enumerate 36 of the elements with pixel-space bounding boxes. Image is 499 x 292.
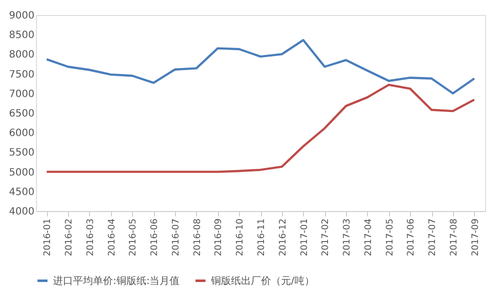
y-tick-label: 7000 bbox=[9, 88, 34, 100]
x-tick-label: 2017-05 bbox=[385, 218, 396, 256]
line-series bbox=[46, 84, 476, 173]
y-tick-label: 4500 bbox=[9, 186, 34, 198]
x-tick-label: 2016-10 bbox=[236, 218, 246, 256]
y-tick-label: 5000 bbox=[9, 167, 34, 178]
x-tick-label: 2016-11 bbox=[257, 218, 267, 256]
y-tick-label: 8500 bbox=[9, 30, 34, 42]
x-tick-label: 2016-12 bbox=[278, 218, 288, 256]
y-tick-label: 6500 bbox=[9, 108, 34, 120]
y-tick-label: 4000 bbox=[9, 206, 34, 218]
y-tick-label: 7500 bbox=[9, 69, 34, 80]
x-tick-label: 2017-09 bbox=[470, 218, 481, 256]
x-tick-label: 2016-02 bbox=[64, 218, 75, 256]
x-tick-label: 2016-01 bbox=[43, 218, 54, 256]
x-tick-label: 2016-07 bbox=[171, 218, 182, 256]
y-tick-label: 9000 bbox=[9, 10, 34, 22]
x-tick-label: 2016-03 bbox=[86, 218, 96, 256]
x-tick-label: 2016-09 bbox=[214, 218, 224, 256]
x-tick-label: 2017-07 bbox=[428, 218, 438, 256]
x-tick-label: 2017-08 bbox=[449, 218, 460, 256]
y-tick-label: 5500 bbox=[9, 148, 34, 159]
y-tick-label: 8000 bbox=[9, 50, 34, 61]
x-tick-label: 2017-03 bbox=[342, 218, 353, 256]
x-tick-label: 2017-04 bbox=[364, 218, 374, 256]
x-tick-label: 2016-06 bbox=[150, 218, 160, 256]
x-tick-label: 2017-01 bbox=[300, 218, 310, 256]
legend-label: 铜版纸出厂价（元/吨） bbox=[210, 274, 314, 287]
x-tick-label: 2016-08 bbox=[192, 218, 203, 256]
legend-label: 进口平均单价:铜版纸:当月值 bbox=[53, 274, 180, 287]
x-tick-label: 2017-02 bbox=[321, 218, 332, 256]
x-tick-label: 2016-05 bbox=[128, 218, 139, 256]
y-tick-label: 6000 bbox=[9, 128, 34, 140]
line-series bbox=[46, 38, 476, 94]
x-tick-label: 2017-06 bbox=[406, 218, 417, 256]
x-tick-label: 2016-04 bbox=[107, 218, 118, 256]
